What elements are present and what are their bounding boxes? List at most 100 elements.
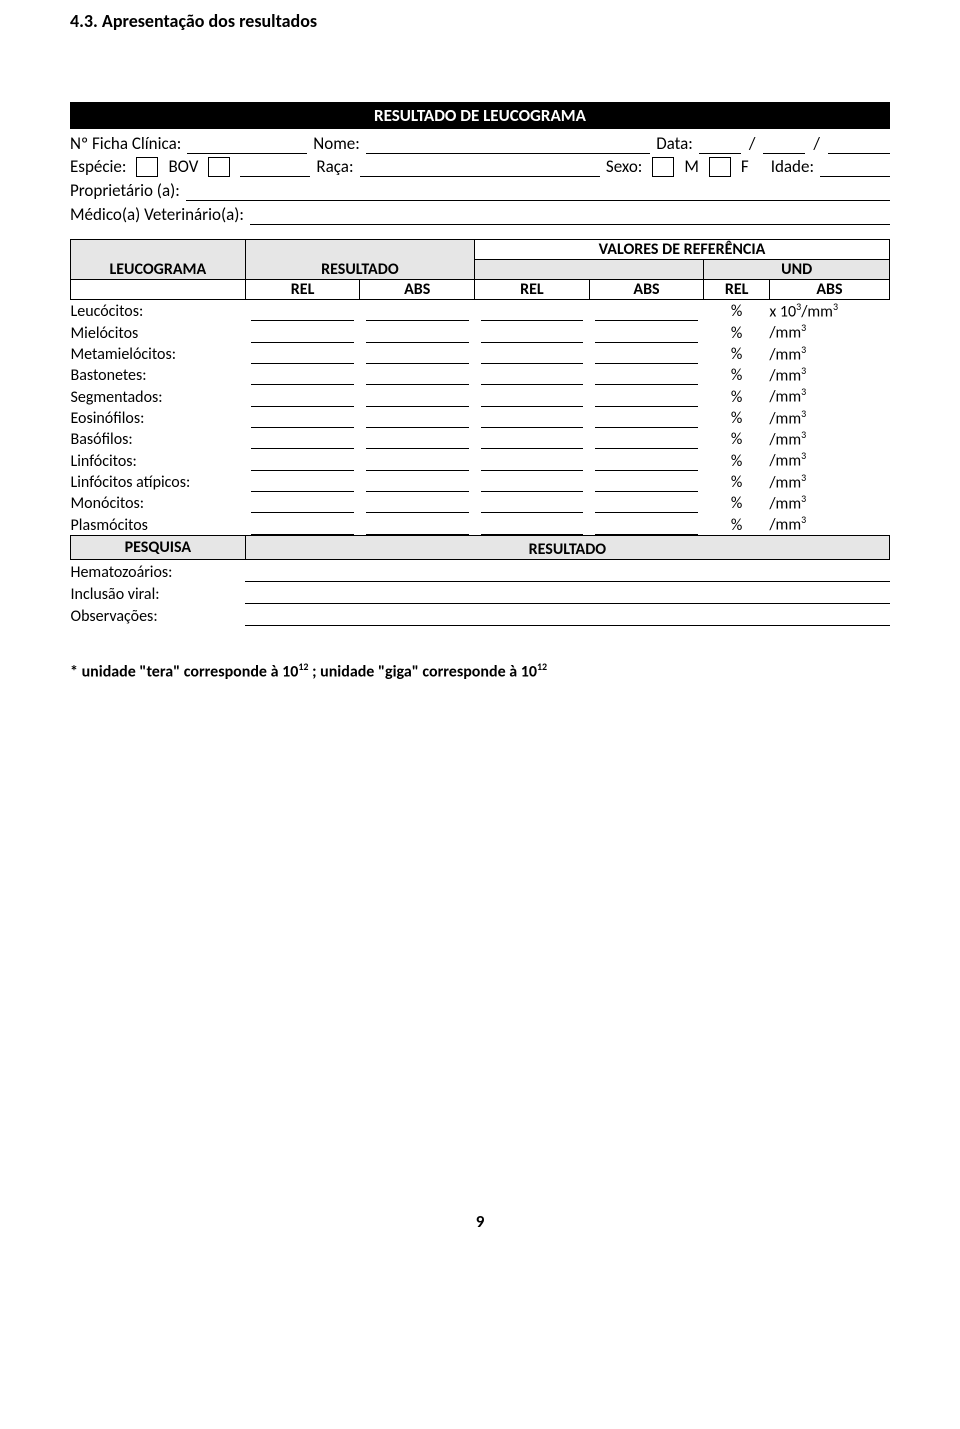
footnote-s1: 12 (298, 660, 308, 673)
hdr-abs-3: ABS (769, 280, 889, 300)
footnote-s2: 12 (537, 660, 547, 673)
hdr-rel-1: REL (245, 280, 360, 300)
hdr-empty (71, 280, 246, 300)
cell-ref-abs[interactable] (589, 513, 704, 535)
label-m: M (684, 156, 699, 177)
cell-ref-abs[interactable] (589, 407, 704, 428)
cell-pct: % (704, 385, 770, 406)
cell-pct: % (704, 513, 770, 535)
cell-unit: /mm3 (769, 407, 889, 428)
table-row: Linfócitos atípicos:%/mm3 (71, 471, 890, 492)
cell-pct: % (704, 300, 770, 322)
cell-ref-rel[interactable] (475, 343, 590, 364)
cell-rel[interactable] (245, 471, 360, 492)
field-data-m[interactable] (763, 134, 805, 154)
cell-ref-abs[interactable] (589, 428, 704, 449)
pesquisa-field[interactable] (245, 604, 889, 626)
cell-ref-rel[interactable] (475, 385, 590, 406)
cell-abs[interactable] (360, 385, 475, 406)
cell-ref-abs[interactable] (589, 364, 704, 385)
cell-ref-abs[interactable] (589, 385, 704, 406)
hdr-leucograma: LEUCOGRAMA (71, 240, 246, 280)
label-medico: Médico(a) Veterinário(a): (70, 204, 244, 225)
row-label: Linfócitos atípicos: (71, 471, 246, 492)
hdr-pesquisa: PESQUISA (71, 535, 246, 559)
hdr-pesquisa-resultado: RESULTADO (245, 535, 889, 559)
row-label: Mielócitos (71, 321, 246, 342)
table-row: Leucócitos:%x 103/mm3 (71, 300, 890, 322)
field-nome[interactable] (366, 134, 650, 154)
pesquisa-field[interactable] (245, 582, 889, 604)
cell-unit: /mm3 (769, 449, 889, 470)
field-proprietario[interactable] (186, 179, 890, 201)
cell-pct: % (704, 364, 770, 385)
cell-abs[interactable] (360, 471, 475, 492)
pesquisa-field[interactable] (245, 559, 889, 582)
field-especie-other[interactable] (240, 157, 310, 177)
label-idade: Idade: (771, 156, 814, 177)
table-row: Monócitos:%/mm3 (71, 492, 890, 513)
cell-abs[interactable] (360, 492, 475, 513)
cell-ref-abs[interactable] (589, 343, 704, 364)
label-proprietario: Proprietário (a): (70, 180, 180, 201)
field-idade[interactable] (820, 157, 890, 177)
cell-rel[interactable] (245, 449, 360, 470)
page: 4.3. Apresentação dos resultados RESULTA… (0, 0, 960, 1262)
cell-rel[interactable] (245, 385, 360, 406)
cell-unit: /mm3 (769, 321, 889, 342)
cell-ref-abs[interactable] (589, 492, 704, 513)
cell-ref-abs[interactable] (589, 300, 704, 322)
checkbox-especie[interactable] (136, 157, 158, 177)
cell-abs[interactable] (360, 513, 475, 535)
cell-ref-rel[interactable] (475, 513, 590, 535)
cell-abs[interactable] (360, 300, 475, 322)
hdr-abs-2: ABS (589, 280, 704, 300)
cell-pct: % (704, 428, 770, 449)
cell-abs[interactable] (360, 364, 475, 385)
cell-abs[interactable] (360, 343, 475, 364)
checkbox-bov[interactable] (208, 157, 230, 177)
cell-ref-rel[interactable] (475, 449, 590, 470)
cell-ref-abs[interactable] (589, 449, 704, 470)
cell-rel[interactable] (245, 513, 360, 535)
cell-rel[interactable] (245, 300, 360, 322)
field-data-d[interactable] (699, 134, 741, 154)
cell-abs[interactable] (360, 321, 475, 342)
hdr-und: UND (704, 260, 890, 280)
field-data-y[interactable] (828, 134, 890, 154)
cell-rel[interactable] (245, 364, 360, 385)
cell-abs[interactable] (360, 428, 475, 449)
checkbox-m[interactable] (652, 157, 674, 177)
cell-ref-rel[interactable] (475, 471, 590, 492)
cell-unit: /mm3 (769, 343, 889, 364)
footnote: * unidade "tera" corresponde à 1012 ; un… (70, 660, 890, 681)
cell-pct: % (704, 343, 770, 364)
cell-abs[interactable] (360, 449, 475, 470)
checkbox-f[interactable] (709, 157, 731, 177)
cell-ref-rel[interactable] (475, 407, 590, 428)
cell-ref-rel[interactable] (475, 492, 590, 513)
cell-rel[interactable] (245, 492, 360, 513)
field-medico[interactable] (250, 203, 890, 225)
cell-ref-rel[interactable] (475, 321, 590, 342)
cell-ref-rel[interactable] (475, 428, 590, 449)
pesquisa-row: Inclusão viral: (71, 582, 890, 604)
cell-rel[interactable] (245, 407, 360, 428)
field-raca[interactable] (360, 157, 600, 177)
cell-ref-rel[interactable] (475, 300, 590, 322)
cell-rel[interactable] (245, 343, 360, 364)
cell-ref-abs[interactable] (589, 471, 704, 492)
cell-ref-abs[interactable] (589, 321, 704, 342)
cell-ref-rel[interactable] (475, 364, 590, 385)
cell-pct: % (704, 471, 770, 492)
cell-unit: /mm3 (769, 471, 889, 492)
pesquisa-row: Hematozoários: (71, 559, 890, 582)
row-label: Bastonetes: (71, 364, 246, 385)
cell-rel[interactable] (245, 428, 360, 449)
label-f: F (741, 156, 749, 177)
cell-abs[interactable] (360, 407, 475, 428)
field-ficha[interactable] (187, 134, 307, 154)
cell-rel[interactable] (245, 321, 360, 342)
cell-pct: % (704, 449, 770, 470)
hdr-rel-2: REL (475, 280, 590, 300)
